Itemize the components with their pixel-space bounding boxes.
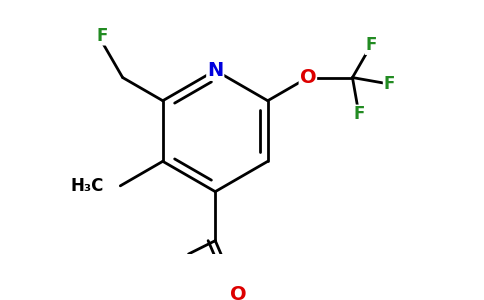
- Text: O: O: [300, 68, 316, 87]
- Text: H₃C: H₃C: [71, 177, 104, 195]
- Text: F: F: [353, 105, 364, 123]
- Text: N: N: [207, 61, 224, 80]
- Text: O: O: [230, 285, 247, 300]
- Text: F: F: [365, 36, 377, 54]
- Text: F: F: [384, 75, 395, 93]
- Text: F: F: [97, 27, 108, 45]
